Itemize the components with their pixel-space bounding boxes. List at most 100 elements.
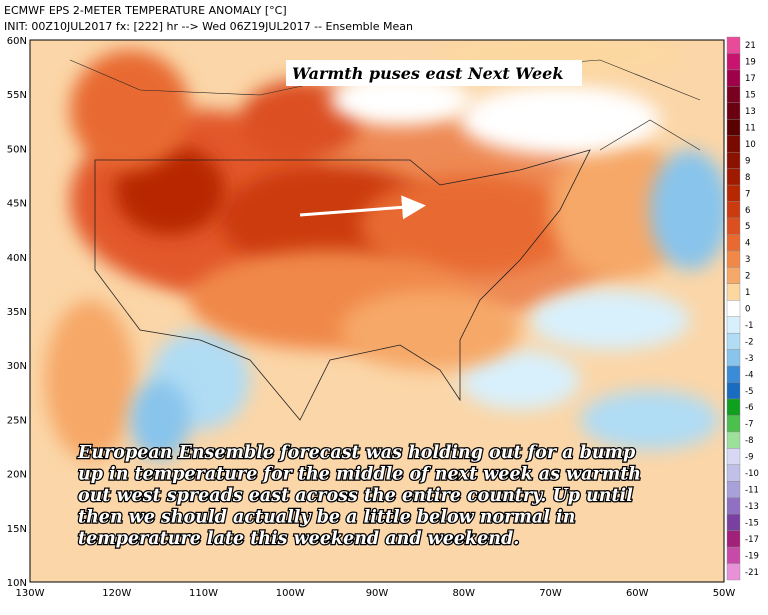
colorbar-cell xyxy=(726,217,741,235)
lon-label: 50W xyxy=(713,588,736,599)
colorbar-cell xyxy=(726,69,741,87)
colorbar-label: 5 xyxy=(745,222,750,232)
colorbar-cell xyxy=(726,563,741,581)
lon-label: 100W xyxy=(276,588,305,599)
colorbar-cell xyxy=(726,53,741,71)
colorbar-cell xyxy=(726,332,741,350)
colorbar-cell xyxy=(726,415,741,433)
colorbar-cell xyxy=(726,135,741,153)
colorbar-label: -8 xyxy=(745,436,753,446)
colorbar-cell xyxy=(726,283,741,301)
anomaly-region xyxy=(130,380,190,460)
colorbar-label: -10 xyxy=(745,469,759,479)
colorbar-label: 15 xyxy=(745,91,756,101)
colorbar-label: -9 xyxy=(745,453,753,463)
colorbar-label: -13 xyxy=(745,502,759,512)
lon-label: 90W xyxy=(366,588,389,599)
annotation-body: European Ensemble forecast was holding o… xyxy=(76,442,643,551)
colorbar-cell xyxy=(726,497,741,515)
colorbar-label: -3 xyxy=(745,354,753,364)
colorbar-label: -7 xyxy=(745,420,753,430)
headline-box xyxy=(286,60,582,86)
lat-label: 30N xyxy=(7,361,27,372)
colorbar-label: 21 xyxy=(745,41,756,51)
annotation-line: temperature late this weekend and weeken… xyxy=(78,529,519,549)
colorbar-label: 17 xyxy=(745,74,756,84)
colorbar-label: 3 xyxy=(745,255,750,265)
colorbar-label: 7 xyxy=(745,189,750,199)
colorbar-cell xyxy=(726,300,741,317)
lon-label: 70W xyxy=(539,588,562,599)
colorbar-label: -21 xyxy=(745,568,759,578)
lon-label: 120W xyxy=(102,588,131,599)
colorbar-cell xyxy=(726,448,741,466)
lat-label: 20N xyxy=(7,470,27,481)
colorbar-cell xyxy=(726,184,741,202)
colorbar-cell xyxy=(726,431,741,449)
lat-label: 45N xyxy=(7,199,27,210)
subtitle: INIT: 00Z10JUL2017 fx: [222] hr --> Wed … xyxy=(4,20,413,33)
colorbar-cell xyxy=(726,234,741,252)
anomaly-region xyxy=(460,350,580,410)
lat-label: 10N xyxy=(7,578,27,589)
colorbar-cell xyxy=(726,201,741,219)
colorbar-cell xyxy=(726,513,741,531)
colorbar-label: -1 xyxy=(745,321,753,331)
colorbar-label: 9 xyxy=(745,156,750,166)
lat-label: 60N xyxy=(7,36,27,47)
colorbar-cell xyxy=(726,546,741,564)
colorbar-label: 1 xyxy=(745,288,750,298)
colorbar-cell xyxy=(726,530,741,548)
lat-label: 15N xyxy=(7,524,27,535)
anomaly-region xyxy=(650,150,724,270)
colorbar-cell xyxy=(726,398,741,416)
anomaly-region xyxy=(330,75,470,125)
anomaly-region xyxy=(70,50,190,170)
anomaly-region xyxy=(460,85,660,155)
lat-label: 35N xyxy=(7,307,27,318)
lat-label: 50N xyxy=(7,144,27,155)
annotation-line: up in temperature for the middle of next… xyxy=(78,465,641,485)
anomaly-region xyxy=(530,290,690,350)
anomaly-region xyxy=(45,300,135,460)
colorbar-label: 0 xyxy=(745,305,750,315)
colorbar-cell xyxy=(726,151,741,169)
lat-label: 55N xyxy=(7,90,27,101)
colorbar-label: -4 xyxy=(745,370,753,380)
colorbar-cell xyxy=(726,102,741,120)
colorbar-cell xyxy=(726,464,741,482)
lat-label: 25N xyxy=(7,415,27,426)
colorbar-cell xyxy=(726,119,741,136)
colorbar-label: 6 xyxy=(745,206,750,216)
colorbar-label: 4 xyxy=(745,239,750,249)
colorbar-label: -5 xyxy=(745,387,753,397)
anomaly-region xyxy=(550,140,690,280)
colorbar-label: -19 xyxy=(745,551,759,561)
lon-label: 130W xyxy=(16,588,45,599)
country-border xyxy=(94,149,591,421)
colorbar-cell xyxy=(726,481,741,498)
colorbar-label: -6 xyxy=(745,403,753,413)
colorbar-cell xyxy=(726,36,741,54)
colorbar-label: 2 xyxy=(745,272,750,282)
annotation-line: out west spreads east across the entire … xyxy=(78,486,633,506)
lon-label: 60W xyxy=(626,588,649,599)
colorbar-label: -11 xyxy=(745,486,759,496)
colorbar-cell xyxy=(726,250,741,268)
headline: Warmth puses east Next Week xyxy=(292,64,563,83)
colorbar-cell xyxy=(726,168,741,186)
anomaly-region xyxy=(580,390,720,450)
colorbar-label: -17 xyxy=(745,535,759,545)
colorbar-label: 13 xyxy=(745,107,756,117)
colorbar-cell xyxy=(726,349,741,367)
colorbar-cell xyxy=(726,365,741,383)
annotation-line: European Ensemble forecast was holding o… xyxy=(77,443,636,463)
arrow xyxy=(299,195,426,220)
lat-label: 40N xyxy=(7,253,27,264)
colorbar-label: 10 xyxy=(745,140,756,150)
lon-label: 80W xyxy=(452,588,475,599)
colorbar-cell xyxy=(726,316,741,334)
colorbar-label: 11 xyxy=(745,124,756,134)
annotation-line: then we should actually be a little belo… xyxy=(78,508,575,528)
